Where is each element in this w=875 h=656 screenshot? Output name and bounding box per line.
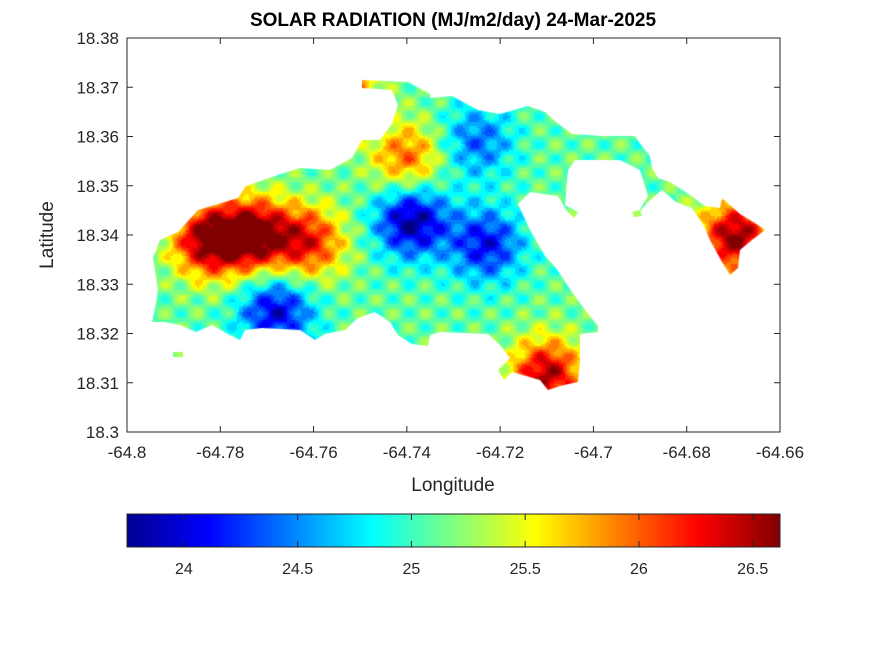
y-tick-label: 18.3 <box>86 423 119 442</box>
colorbar-tick-label: 26 <box>630 561 648 578</box>
y-tick-label: 18.31 <box>76 374 119 393</box>
x-tick-label: -64.68 <box>663 443 711 462</box>
x-tick-label: -64.7 <box>574 443 613 462</box>
y-axis-label: Latitude <box>37 201 58 269</box>
colorbar-tick-label: 25 <box>403 561 421 578</box>
y-tick-label: 18.32 <box>76 325 119 344</box>
y-tick-label: 18.34 <box>76 226 119 245</box>
x-tick-label: -64.74 <box>383 443 431 462</box>
x-axis: -64.8 -64.78 -64.76 -64.74 -64.72 -64.7 -64.68… <box>108 38 804 462</box>
x-tick-label: -64.72 <box>476 443 524 462</box>
x-tick-label: -64.76 <box>289 443 337 462</box>
x-axis-label: Longitude <box>411 475 494 496</box>
y-tick-label: 18.36 <box>76 128 119 147</box>
chart-title: SOLAR RADIATION (MJ/m2/day) 24-Mar-2025 <box>250 10 657 31</box>
colorbar: 24 24.5 25 25.5 26 26.5 <box>126 513 781 578</box>
colorbar-tick-label: 26.5 <box>737 561 768 578</box>
colorbar-ticks: 24 24.5 25 25.5 26 26.5 <box>175 514 768 578</box>
y-tick-label: 18.37 <box>76 78 119 97</box>
colorbar-tick-label: 24.5 <box>282 561 313 578</box>
y-tick-label: 18.38 <box>76 29 119 48</box>
x-tick-label: -64.8 <box>108 443 147 462</box>
y-axis: 18.3 18.31 18.32 18.33 18.34 18.35 18.36 18.37 1… <box>76 29 780 442</box>
y-tick-label: 18.33 <box>76 275 119 294</box>
heatmap-raster <box>127 38 780 432</box>
x-tick-label: -64.66 <box>756 443 804 462</box>
y-tick-label: 18.35 <box>76 177 119 196</box>
colorbar-tick-label: 25.5 <box>510 561 541 578</box>
colorbar-tick-label: 24 <box>175 561 193 578</box>
x-tick-label: -64.78 <box>196 443 244 462</box>
colorbar-gradient <box>126 513 781 548</box>
heatmap-field <box>127 38 780 432</box>
